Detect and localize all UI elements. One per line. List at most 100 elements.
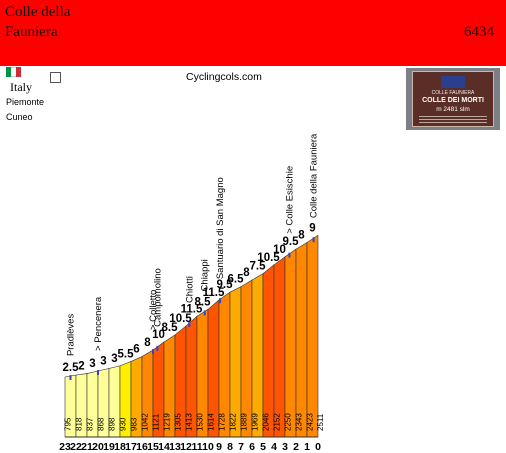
province-label: Cuneo (6, 112, 33, 122)
altitude-label: 837 (86, 417, 95, 431)
col-id: 6434 (464, 24, 494, 40)
region-label: Piemonte (6, 97, 45, 107)
profile-segment (262, 264, 275, 438)
altitude-label: 1530 (196, 413, 205, 431)
gradient-label: 10 (152, 329, 165, 341)
km-tick-label: 16 (136, 441, 148, 453)
landmark-marker (188, 322, 191, 328)
landmark-label: Santuario di San Magno (215, 177, 226, 279)
altitude-label: 868 (97, 417, 106, 431)
country-label: Italy (10, 80, 32, 94)
altitude-label: 1889 (240, 413, 249, 431)
gradient-label: 8 (298, 230, 305, 242)
profile-segment (251, 273, 264, 438)
landmark-label: > Pencenera (93, 296, 104, 351)
altitude-label: 1121 (152, 413, 161, 431)
altitude-label: 1305 (174, 413, 183, 431)
km-tick-label: 3 (282, 441, 288, 453)
km-tick-label: 5 (260, 441, 266, 453)
profile-segment (284, 248, 297, 438)
altitude-label: 2343 (295, 413, 304, 431)
landmark-marker (312, 237, 315, 243)
km-tick-label: 0 (315, 441, 321, 453)
km-tick-label: 14 (158, 441, 170, 453)
gradient-label: 5.5 (118, 348, 135, 360)
sign-emblem-icon (441, 76, 465, 88)
altitude-label: 898 (108, 417, 117, 431)
sign-name: COLLE FAUNIERA (431, 90, 475, 96)
gradient-label: 11.5 (181, 303, 203, 315)
km-tick-label: 10 (202, 441, 214, 453)
km-tick-label: 17 (125, 441, 137, 453)
km-tick-label: 22 (70, 441, 82, 453)
flag-white-stripe (11, 67, 16, 77)
sign-altitude: m 2481 slm (436, 106, 470, 113)
gradient-label: 2 (78, 361, 84, 373)
summit-sign: COLLE FAUNIERA COLLE DEI MORTI m 2481 sl… (412, 71, 494, 127)
altitude-label: 930 (119, 417, 128, 431)
altitude-label: 1728 (218, 413, 227, 431)
summit-photo[interactable]: COLLE FAUNIERA COLLE DEI MORTI m 2481 sl… (406, 68, 500, 130)
landmark-marker (219, 298, 222, 304)
altitude-label: 1822 (229, 413, 238, 431)
gradient-label: 10.5 (169, 313, 192, 325)
site-name: Cyclingcols.com (186, 71, 262, 83)
flag-green-stripe (6, 67, 11, 77)
altitude-label: 795 (64, 417, 73, 431)
altitude-label: 2250 (284, 413, 293, 431)
km-tick-label: 18 (114, 441, 126, 453)
sign-title: COLLE DEI MORTI (422, 97, 484, 104)
profile-segment (295, 241, 308, 438)
landmark-label: Campomolino (152, 268, 163, 327)
select-checkbox[interactable] (50, 72, 61, 83)
km-tick-label: 13 (169, 441, 181, 453)
altitude-label: 983 (130, 417, 139, 431)
gradient-label: 8 (144, 337, 151, 349)
altitude-label: 1413 (185, 413, 194, 431)
gradient-label: 9 (309, 222, 315, 234)
gradient-label: 10 (273, 244, 286, 256)
landmark-marker (152, 349, 154, 355)
gradient-label: 8.5 (195, 296, 212, 308)
flag-red-stripe (16, 67, 21, 77)
landmark-marker (288, 252, 291, 258)
landmark-label: Colle della Fauniera (309, 133, 320, 218)
gradient-label: 11.5 (203, 287, 225, 299)
landmark-label: Chiappi (200, 259, 211, 291)
altitude-label: 818 (75, 417, 84, 431)
gradient-label: 2.5 (63, 362, 80, 374)
gradient-label: 9.5 (217, 279, 234, 291)
km-tick-label: 7 (238, 441, 244, 453)
landmark-label: > Colle Esischie (284, 166, 295, 234)
gradient-label: 3 (89, 358, 95, 370)
gradient-label: 6.5 (228, 274, 245, 286)
col-title: Colle della Fauniera (5, 4, 71, 40)
landmark-label: Pradlèves (66, 314, 77, 356)
sign-fine-print (419, 116, 487, 123)
landmark-marker (69, 375, 72, 381)
landmark-label: > Colletto (148, 290, 159, 330)
gradient-label: 3 (100, 355, 106, 367)
gradient-label: 8 (243, 267, 250, 279)
gradient-label: 8.5 (162, 322, 179, 334)
km-tick-label: 1 (304, 441, 310, 453)
km-tick-label: 8 (227, 441, 233, 453)
header-bar: Colle della Fauniera 6434 (0, 0, 506, 66)
km-tick-label: 6 (249, 441, 255, 453)
altitude-label: 1614 (207, 413, 216, 431)
altitude-label: 2046 (262, 413, 271, 431)
altitude-label: 1042 (141, 413, 150, 431)
altitude-label: 1969 (251, 413, 260, 431)
altitude-label: 2511 (316, 413, 325, 431)
landmark-marker (203, 310, 206, 316)
altitude-label: 2152 (273, 413, 282, 431)
km-tick-label: 23 (59, 441, 71, 453)
profile-segment (306, 234, 319, 438)
km-tick-label: 20 (92, 441, 104, 453)
gradient-label: 9.5 (283, 236, 300, 248)
landmark-label: Chiotti (184, 276, 195, 303)
km-tick-label: 19 (103, 441, 115, 453)
gradient-label: 10.5 (257, 252, 280, 264)
km-tick-label: 2 (293, 441, 299, 453)
